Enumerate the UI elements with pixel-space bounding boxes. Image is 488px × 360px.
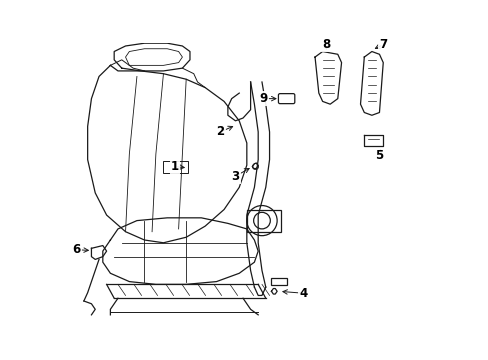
Text: 7: 7 xyxy=(378,38,386,51)
Bar xyxy=(246,210,280,232)
Text: 6: 6 xyxy=(72,243,80,256)
Bar xyxy=(271,278,286,285)
Text: 1: 1 xyxy=(170,160,179,173)
Text: 2: 2 xyxy=(216,125,224,138)
Text: 9: 9 xyxy=(259,92,267,105)
Text: 5: 5 xyxy=(375,149,383,162)
Bar xyxy=(163,161,188,174)
Text: 4: 4 xyxy=(299,287,307,300)
Text: 3: 3 xyxy=(231,170,239,183)
Text: 8: 8 xyxy=(322,38,330,51)
